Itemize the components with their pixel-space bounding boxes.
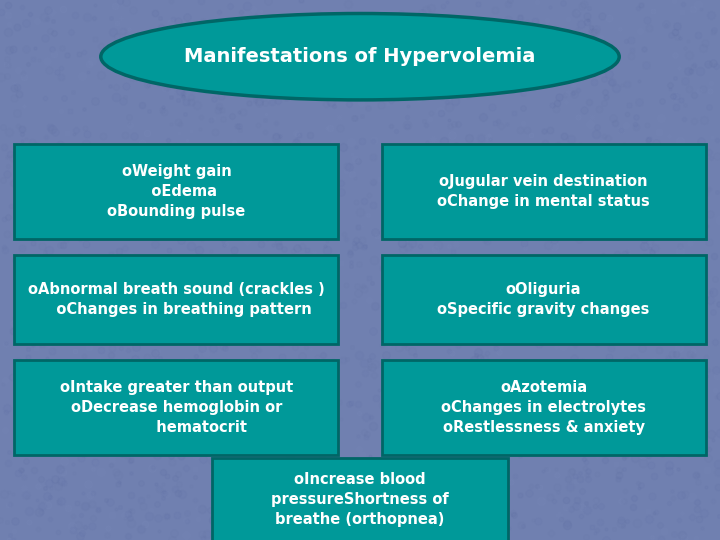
Text: oWeight gain
   oEdema
oBounding pulse: oWeight gain oEdema oBounding pulse [107,164,246,219]
Text: oIntake greater than output
oDecrease hemoglobin or
          hematocrit: oIntake greater than output oDecrease he… [60,380,293,435]
FancyBboxPatch shape [382,255,706,345]
Text: Manifestations of Hypervolemia: Manifestations of Hypervolemia [184,47,536,66]
Text: oAbnormal breath sound (crackles )
   oChanges in breathing pattern: oAbnormal breath sound (crackles ) oChan… [28,282,325,317]
FancyBboxPatch shape [14,361,338,455]
FancyBboxPatch shape [382,361,706,455]
Ellipse shape [101,14,619,100]
FancyBboxPatch shape [382,144,706,239]
FancyBboxPatch shape [14,255,338,345]
FancyBboxPatch shape [212,458,508,540]
Text: oOliguria
oSpecific gravity changes: oOliguria oSpecific gravity changes [438,282,649,317]
FancyBboxPatch shape [14,144,338,239]
Text: oAzotemia
oChanges in electrolytes
oRestlessness & anxiety: oAzotemia oChanges in electrolytes oRest… [441,380,646,435]
Text: oJugular vein destination
oChange in mental status: oJugular vein destination oChange in men… [437,174,650,209]
Text: oIncrease blood
pressureShortness of
breathe (orthopnea): oIncrease blood pressureShortness of bre… [271,472,449,527]
